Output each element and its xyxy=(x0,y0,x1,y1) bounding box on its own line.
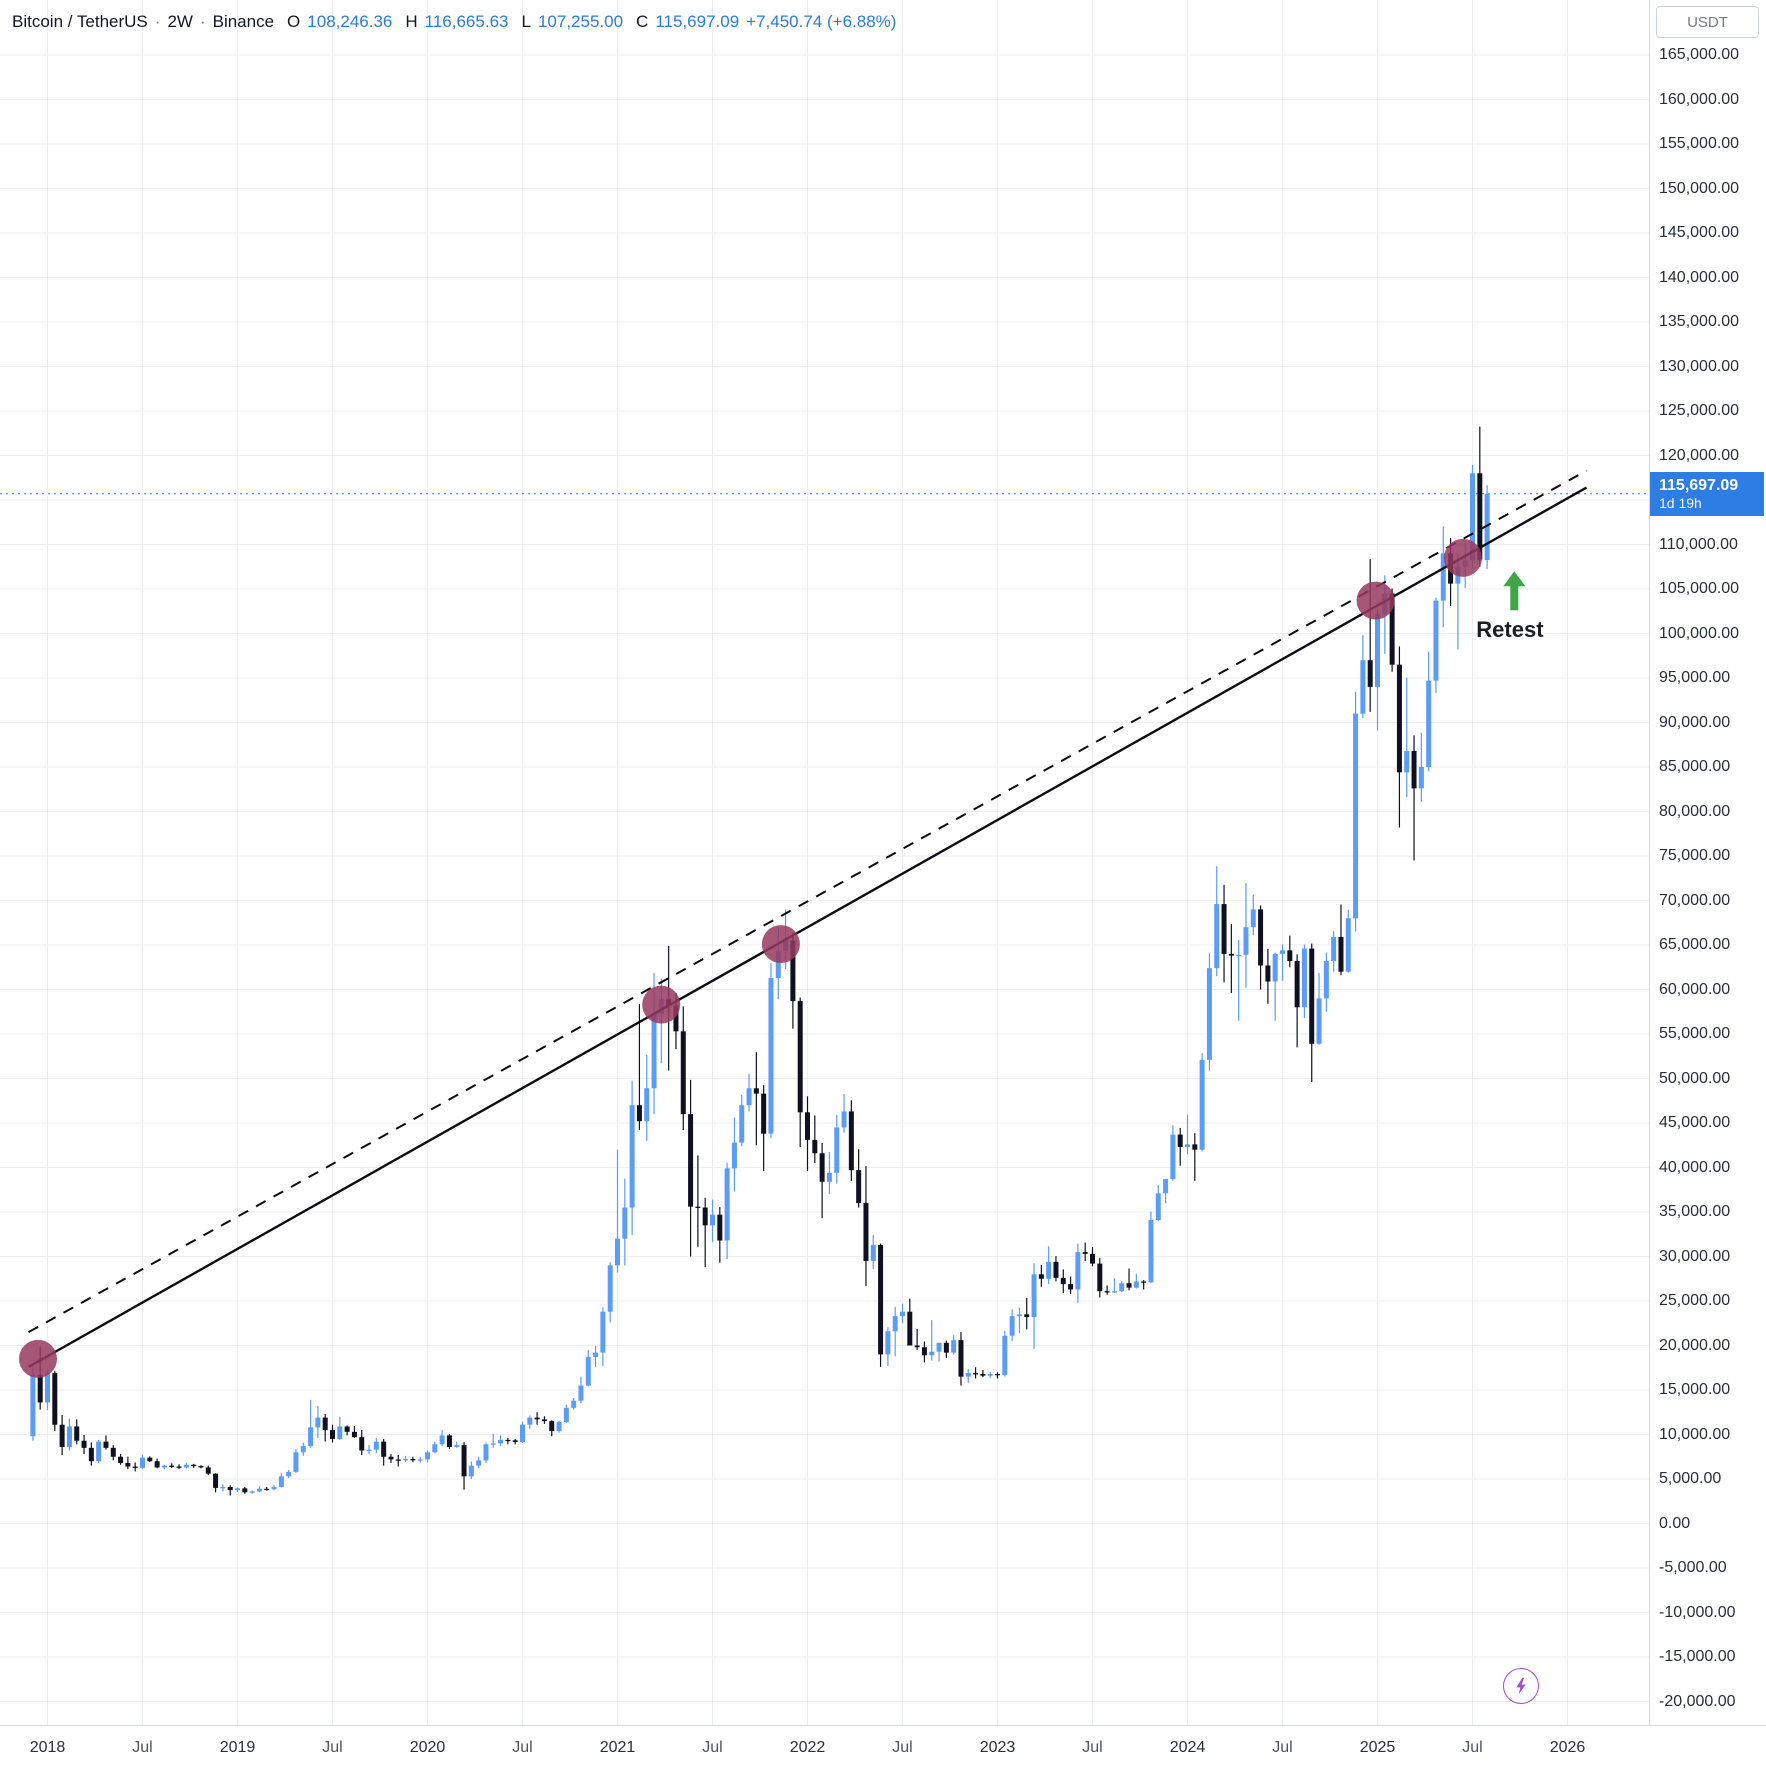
price-tick-label: -15,000.00 xyxy=(1659,1648,1736,1665)
separator: · xyxy=(154,12,161,31)
high-value: 116,665.63 xyxy=(424,12,509,31)
close-label: C xyxy=(636,12,649,31)
price-tick-label: 5,000.00 xyxy=(1659,1470,1722,1487)
price-tick-label: 70,000.00 xyxy=(1659,891,1731,909)
price-tick-label: -10,000.00 xyxy=(1659,1603,1736,1621)
price-tick-label: 75,000.00 xyxy=(1659,847,1731,864)
price-tick-label: 125,000.00 xyxy=(1659,402,1740,419)
lightning-icon[interactable] xyxy=(1503,1668,1539,1704)
price-tick-label: 95,000.00 xyxy=(1659,669,1731,686)
price-tick-label: 80,000.00 xyxy=(1659,802,1731,820)
price-tick-label: 100,000.00 xyxy=(1659,624,1740,642)
price-tick-label: 155,000.00 xyxy=(1659,135,1740,152)
price-tick-label: 150,000.00 xyxy=(1659,179,1740,197)
exchange-label: Binance xyxy=(212,12,275,31)
price-tick-label: 165,000.00 xyxy=(1659,46,1740,63)
time-tick-label: 2023 xyxy=(979,1739,1016,1756)
time-tick-label: 2025 xyxy=(1359,1739,1396,1756)
price-tick-label: 0.00 xyxy=(1659,1514,1691,1532)
time-tick-label: Jul xyxy=(1272,1739,1293,1756)
trendline-solid[interactable] xyxy=(27,486,1588,1368)
price-tick-label: 60,000.00 xyxy=(1659,980,1731,998)
time-tick-label: Jul xyxy=(512,1739,533,1756)
symbol-legend[interactable]: Bitcoin / TetherUS · 2W · Binance O 108,2… xyxy=(12,12,896,32)
separator: · xyxy=(199,12,206,31)
lightning-glyph xyxy=(1516,1677,1526,1695)
price-tick-label: 120,000.00 xyxy=(1659,446,1740,464)
price-tick-label: 85,000.00 xyxy=(1659,758,1731,775)
price-tick-label: 140,000.00 xyxy=(1659,268,1740,286)
close-value: 115,697.09 xyxy=(655,12,740,31)
time-tick-label: Jul xyxy=(132,1739,153,1756)
price-tick-label: 135,000.00 xyxy=(1659,313,1740,330)
price-tick-label: 45,000.00 xyxy=(1659,1114,1731,1131)
price-tick-label: 50,000.00 xyxy=(1659,1069,1731,1087)
open-value: 108,246.36 xyxy=(307,12,393,31)
price-tick-label: 55,000.00 xyxy=(1659,1025,1731,1042)
price-tick-label: 105,000.00 xyxy=(1659,580,1740,597)
trendline-touch-markers[interactable] xyxy=(19,538,1482,1378)
price-tick-label: 90,000.00 xyxy=(1659,713,1731,731)
time-tick-label: Jul xyxy=(322,1739,343,1756)
candlestick-series xyxy=(30,426,1490,1496)
time-tick-label: Jul xyxy=(892,1739,913,1756)
price-tick-label: 130,000.00 xyxy=(1659,357,1740,375)
interval-label[interactable]: 2W xyxy=(167,12,193,31)
retest-annotation-label[interactable]: Retest xyxy=(1476,617,1544,643)
time-tick-label: 2018 xyxy=(29,1739,66,1756)
price-tick-label: 40,000.00 xyxy=(1659,1158,1731,1176)
low-label: L xyxy=(521,12,531,31)
bar-countdown: 1d 19h xyxy=(1659,494,1702,511)
time-tick-label: Jul xyxy=(1082,1739,1103,1756)
price-tick-label: 10,000.00 xyxy=(1659,1425,1731,1443)
time-tick-label: Jul xyxy=(702,1739,723,1756)
price-tick-label: 110,000.00 xyxy=(1659,535,1738,553)
time-tick-label: 2019 xyxy=(219,1739,256,1756)
grid xyxy=(0,0,1649,1725)
symbol-name[interactable]: Bitcoin / TetherUS xyxy=(12,12,148,31)
trendline-dashed[interactable] xyxy=(28,469,1587,1334)
high-label: H xyxy=(405,12,418,31)
currency-label: USDT xyxy=(1687,13,1728,31)
time-tick-label: 2026 xyxy=(1549,1739,1586,1756)
time-tick-label: 2022 xyxy=(789,1739,826,1756)
price-tick-label: 145,000.00 xyxy=(1659,224,1740,241)
currency-unit-button[interactable]: USDT xyxy=(1656,6,1759,38)
current-price-badge: 115,697.09 1d 19h xyxy=(1650,471,1764,516)
time-axis[interactable]: 2018 Jul 2019 Jul 2020 Jul 2021 Jul 2022 Jul 2023 J… xyxy=(0,1725,1766,1785)
time-tick-label: Jul xyxy=(1462,1739,1483,1756)
open-label: O xyxy=(287,12,301,31)
price-tick-label: 160,000.00 xyxy=(1659,90,1740,108)
price-tick-label: -20,000.00 xyxy=(1659,1692,1736,1710)
change-value: +7,450.74 (+6.88%) xyxy=(746,12,897,31)
price-tick-label: 65,000.00 xyxy=(1659,936,1731,953)
price-axis[interactable]: 165,000.00 160,000.00 155,000.00 150,000.00… xyxy=(1649,0,1766,1725)
price-tick-label: 30,000.00 xyxy=(1659,1247,1731,1265)
retest-arrow[interactable] xyxy=(1503,571,1526,611)
price-tick-label: -5,000.00 xyxy=(1659,1559,1727,1576)
price-tick-label: 20,000.00 xyxy=(1659,1336,1731,1354)
time-tick-label: 2020 xyxy=(409,1739,446,1756)
price-tick-label: 15,000.00 xyxy=(1659,1381,1731,1398)
time-tick-label: 2021 xyxy=(599,1739,636,1756)
current-price-value: 115,697.09 xyxy=(1659,476,1739,494)
price-tick-label: 35,000.00 xyxy=(1659,1203,1731,1220)
time-tick-label: 2024 xyxy=(1169,1739,1206,1756)
price-tick-label: 25,000.00 xyxy=(1659,1292,1731,1309)
low-value: 107,255.00 xyxy=(537,12,624,31)
chart-canvas[interactable] xyxy=(0,0,1649,1725)
